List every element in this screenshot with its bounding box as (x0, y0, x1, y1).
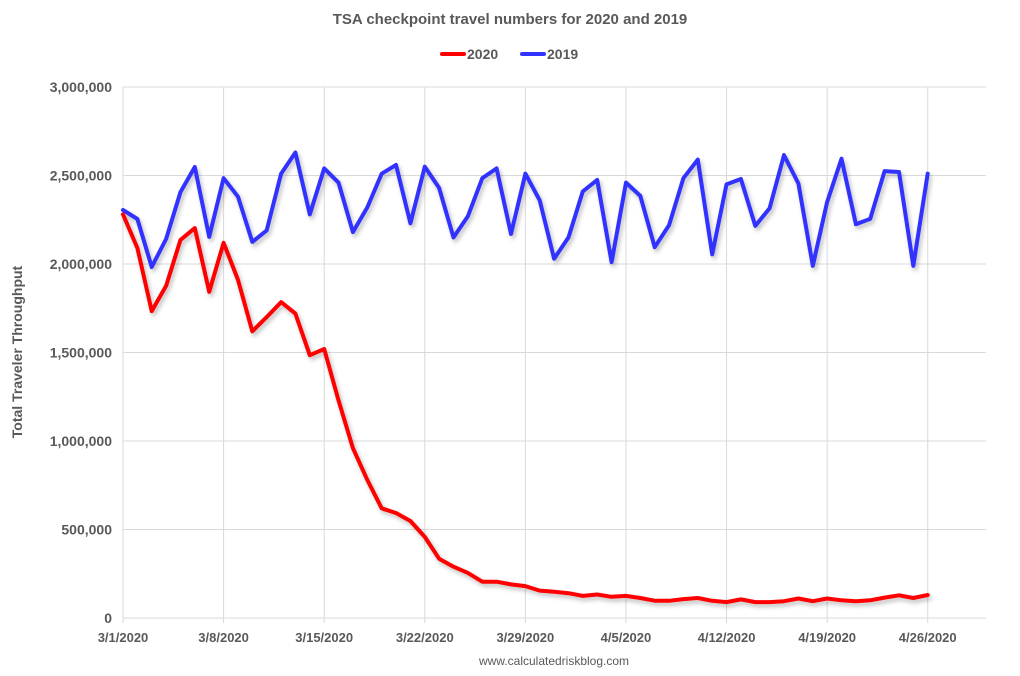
x-tick-label: 3/1/2020 (98, 630, 149, 645)
x-axis-tick-labels: 3/1/2020 3/8/2020 3/15/2020 3/22/2020 3/29/2… (98, 630, 957, 645)
legend-item-2019: 2019 (520, 46, 578, 62)
y-tick-label: 3,000,000 (50, 79, 112, 95)
x-tick-label: 4/19/2020 (798, 630, 856, 645)
x-tick-label: 4/5/2020 (601, 630, 652, 645)
chart-title: TSA checkpoint travel numbers for 2020 a… (333, 11, 688, 28)
legend-item-2020: 2020 (440, 46, 498, 62)
x-tick-label: 3/8/2020 (198, 630, 249, 645)
y-axis-label: Total Traveler Throughput (9, 265, 25, 438)
x-tick-label: 4/12/2020 (698, 630, 756, 645)
y-gridlines (122, 86, 986, 619)
x-tick-label: 3/15/2020 (295, 630, 353, 645)
x-gridlines (122, 87, 929, 623)
y-axis-tick-labels: 0 500,000 1,000,000 1,500,000 2,000,000 2,500… (50, 79, 113, 626)
series-lines (121, 150, 930, 605)
x-tick-label: 4/26/2020 (899, 630, 957, 645)
y-tick-label: 0 (104, 610, 112, 626)
legend: 2020 2019 (440, 46, 578, 62)
x-tick-label: 3/29/2020 (496, 630, 554, 645)
y-tick-label: 2,000,000 (50, 256, 112, 272)
x-tick-label: 3/22/2020 (396, 630, 454, 645)
y-tick-label: 1,500,000 (50, 345, 112, 361)
y-tick-label: 1,000,000 (50, 433, 112, 449)
legend-label-2019: 2019 (547, 46, 578, 62)
legend-label-2020: 2020 (467, 46, 498, 62)
source-footer: www.calculatedriskblog.com (478, 654, 629, 668)
series-line-2020 (121, 212, 930, 605)
y-tick-label: 500,000 (61, 522, 112, 538)
y-tick-label: 2,500,000 (50, 168, 112, 184)
series-line-2019 (121, 150, 930, 269)
